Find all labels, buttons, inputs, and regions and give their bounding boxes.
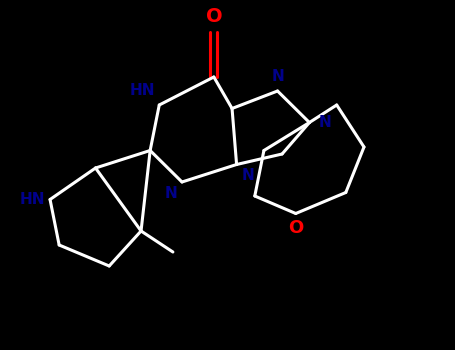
Text: N: N	[241, 168, 254, 183]
Text: HN: HN	[129, 83, 155, 98]
Text: N: N	[165, 186, 177, 201]
Text: HN: HN	[20, 192, 46, 207]
Text: N: N	[271, 69, 284, 84]
Text: O: O	[206, 7, 222, 26]
Text: N: N	[318, 115, 331, 130]
Text: O: O	[288, 219, 303, 237]
